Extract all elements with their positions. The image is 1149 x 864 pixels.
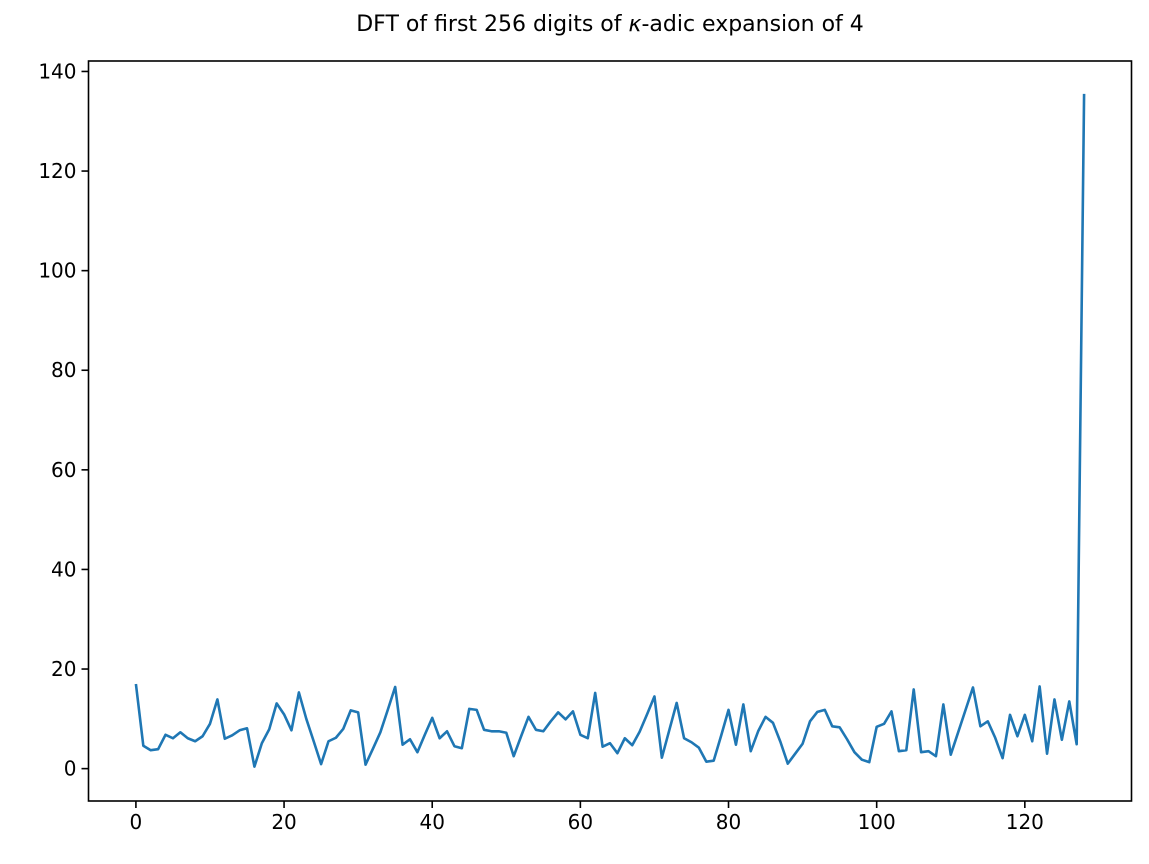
x-tick-label: 80 [716, 810, 741, 834]
y-tick-label: 100 [38, 259, 76, 283]
y-tick-label: 20 [51, 657, 76, 681]
chart-title: DFT of first 256 digits of κ-adic expans… [88, 12, 1132, 37]
x-tick-label: 120 [1006, 810, 1044, 834]
y-tick-label: 0 [64, 757, 77, 781]
dft-magnitude-line [134, 93, 1086, 768]
chart-title-suffix: -adic expansion of 4 [641, 12, 864, 37]
x-tick-label: 20 [271, 810, 296, 834]
y-tick-label: 60 [51, 458, 76, 482]
x-tick-label: 0 [130, 810, 143, 834]
x-tick-label: 60 [568, 810, 593, 834]
y-tick-label: 120 [38, 159, 76, 183]
y-tick-label: 40 [51, 557, 76, 581]
x-tick-label: 100 [858, 810, 896, 834]
axes-spines [87, 60, 1133, 802]
y-tick-label: 80 [51, 358, 76, 382]
y-tick-label: 140 [38, 59, 76, 83]
x-tick-label: 40 [419, 810, 444, 834]
chart-title-prefix: DFT of first 256 digits of [356, 12, 629, 37]
chart-title-kappa: κ [628, 12, 642, 37]
